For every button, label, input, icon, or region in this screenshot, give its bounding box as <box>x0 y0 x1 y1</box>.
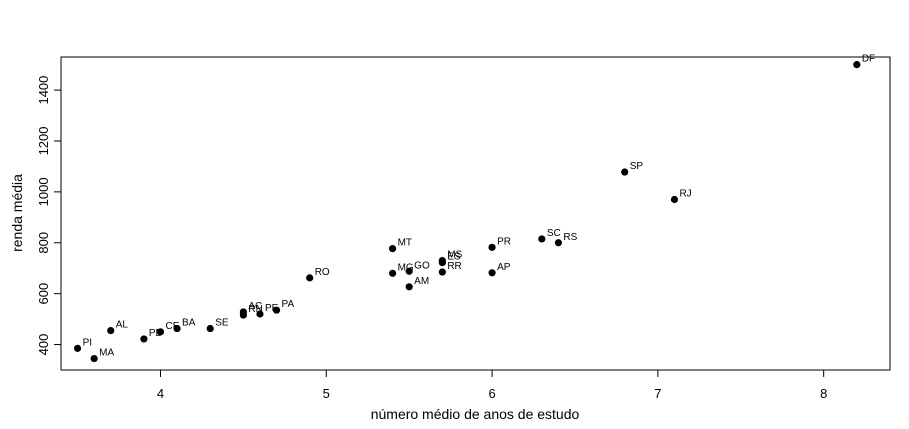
point-label: DF <box>862 54 875 65</box>
y-tick-label: 1000 <box>36 177 51 206</box>
data-point <box>853 61 861 69</box>
data-point <box>554 239 563 247</box>
data-point <box>389 245 397 253</box>
point-label: PI <box>83 337 92 348</box>
point-label: SC <box>547 228 561 239</box>
point-label: MS <box>447 250 462 261</box>
data-point <box>256 310 264 318</box>
data-point <box>73 344 82 352</box>
x-axis-label: número médio de anos de estudo <box>371 406 580 422</box>
point-label: AP <box>497 262 511 273</box>
point-label: RJ <box>679 189 691 200</box>
data-point <box>206 324 214 333</box>
y-tick-label: 400 <box>36 334 51 356</box>
point-label: PR <box>497 236 511 247</box>
data-point <box>621 168 629 176</box>
data-point <box>107 326 115 335</box>
point-label: PE <box>265 303 279 314</box>
point-label: SP <box>630 161 644 172</box>
point-label: ES <box>447 252 461 263</box>
point-label: PA <box>282 299 295 310</box>
y-axis: 400 600 800 1000 1200 1400 <box>36 76 62 356</box>
data-point <box>389 269 397 277</box>
y-tick-label: 1400 <box>36 76 51 105</box>
x-tick-label: 5 <box>323 386 330 401</box>
point-label: RO <box>315 267 330 278</box>
y-tick-label: 1200 <box>36 127 51 156</box>
y-tick-label: 800 <box>36 232 51 254</box>
y-axis-label: renda média <box>9 174 25 252</box>
x-axis: 4 5 6 7 8 <box>157 369 827 401</box>
data-point <box>438 259 446 267</box>
data-point <box>670 195 679 204</box>
data-point <box>239 311 247 319</box>
y-tick-label: 600 <box>36 283 51 305</box>
x-tick-label: 6 <box>488 386 495 401</box>
point-label: BA <box>182 318 196 329</box>
point-label: MA <box>99 348 114 359</box>
x-tick-label: 8 <box>820 386 827 401</box>
data-point <box>405 267 413 275</box>
point-label: RS <box>563 232 577 243</box>
point-label: AM <box>414 276 429 287</box>
data-point <box>405 283 413 291</box>
point-label: RR <box>447 261 461 272</box>
point-label: CE <box>165 321 179 332</box>
point-label: RN <box>248 304 262 315</box>
data-point <box>272 306 281 314</box>
data-point <box>306 274 314 282</box>
point-label: PB <box>149 328 163 339</box>
point-label: MG <box>398 262 414 273</box>
data-point <box>538 235 546 243</box>
data-point <box>140 335 148 343</box>
data-point <box>90 354 98 363</box>
point-label: AC <box>248 301 262 312</box>
point-label: MT <box>398 238 412 249</box>
data-point <box>438 268 446 276</box>
point-label: SE <box>215 318 229 329</box>
data-point <box>156 328 165 336</box>
data-point <box>488 269 496 277</box>
point-label: GO <box>414 260 430 271</box>
data-point <box>173 324 181 333</box>
x-tick-label: 4 <box>157 386 164 401</box>
point-label: AL <box>116 320 129 331</box>
data-point <box>488 243 496 251</box>
x-tick-label: 7 <box>654 386 661 401</box>
